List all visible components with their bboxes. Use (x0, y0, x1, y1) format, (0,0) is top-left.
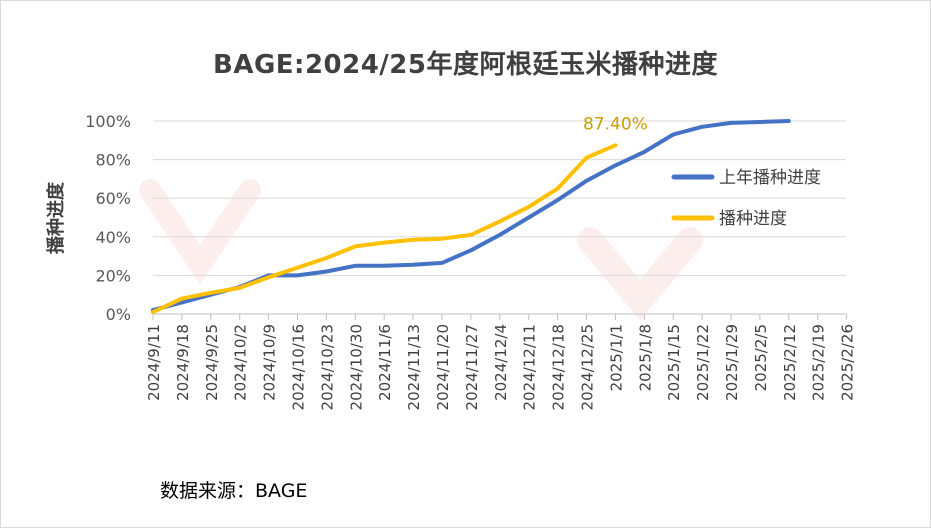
data-point-2 (440, 237, 444, 241)
data-point-2 (324, 256, 328, 260)
data-point-1 (469, 248, 473, 252)
data-point-2 (527, 205, 531, 209)
data-point-2 (382, 241, 386, 245)
y-tick-label: 0% (106, 305, 131, 324)
y-tick-label: 60% (95, 189, 131, 208)
watermark-mark (139, 179, 261, 285)
data-point-1 (411, 263, 415, 267)
data-point-1 (556, 198, 560, 202)
data-point-2 (498, 219, 502, 223)
data-point-2 (238, 286, 242, 290)
y-tick-label: 40% (95, 228, 131, 247)
data-point-2 (353, 244, 357, 248)
data-point-2 (613, 143, 617, 147)
data-point-1 (324, 270, 328, 273)
data-point-2 (469, 233, 473, 237)
y-tick-label: 100% (85, 112, 131, 131)
data-point-1 (700, 125, 704, 129)
y-tick-label: 20% (95, 266, 131, 285)
data-point-1 (180, 300, 184, 304)
x-tick-label: 2024/10/2 (232, 324, 250, 401)
x-tick-label: 2025/1/15 (665, 324, 683, 401)
x-tick-label: 2024/10/30 (347, 324, 365, 410)
x-tick-label: 2024/10/9 (261, 324, 279, 401)
x-tick-label: 2025/1/22 (694, 324, 712, 401)
x-tick-label: 2025/2/26 (839, 324, 857, 401)
data-point-2 (585, 156, 588, 160)
x-tick-label: 2025/1/8 (636, 324, 654, 391)
x-tick-label: 2024/10/16 (290, 324, 308, 410)
legend-label-2: 播种进度 (719, 209, 787, 229)
y-tick-label: 80% (95, 151, 131, 170)
data-point-2 (267, 275, 271, 279)
data-point-1 (671, 133, 675, 136)
x-tick-label: 2025/1/1 (607, 324, 625, 391)
legend-label-1: 上年播种进度 (719, 168, 821, 188)
x-tick-label: 2024/11/6 (376, 324, 394, 401)
data-point-2 (556, 187, 560, 191)
data-point-1 (382, 264, 386, 268)
x-tick-label: 2024/12/4 (492, 324, 510, 401)
data-point-2 (180, 297, 184, 301)
data-point-1 (527, 216, 531, 219)
data-point-2 (209, 291, 213, 295)
data-label-last-value: 87.40% (583, 114, 648, 134)
data-point-1 (613, 163, 617, 167)
y-axis-label: 播种进度 (45, 181, 67, 254)
x-tick-label: 2024/9/18 (174, 324, 192, 401)
data-point-1 (296, 273, 299, 277)
x-tick-label: 2024/9/11 (145, 324, 163, 401)
x-tick-label: 2025/1/29 (723, 324, 741, 401)
x-tick-label: 2024/11/20 (434, 324, 452, 410)
data-point-1 (440, 261, 444, 265)
data-point-1 (729, 121, 733, 125)
data-point-1 (787, 119, 791, 123)
x-tick-label: 2024/12/18 (550, 324, 568, 410)
x-tick-label: 2024/9/25 (203, 324, 221, 401)
x-tick-label: 2024/12/11 (521, 324, 539, 410)
data-point-2 (151, 310, 155, 314)
data-point-1 (498, 233, 502, 237)
chart-title: BAGE:2024/25年度阿根廷玉米播种进度 (213, 50, 718, 80)
data-point-1 (758, 120, 762, 124)
watermark-mark (577, 227, 703, 321)
data-point-1 (585, 179, 588, 183)
x-tick-label: 2025/2/5 (752, 324, 770, 391)
x-tick-label: 2024/11/13 (405, 324, 423, 410)
x-tick-label: 2025/2/19 (810, 324, 828, 401)
data-point-1 (353, 264, 357, 268)
x-tick-label: 2024/10/23 (318, 324, 336, 410)
data-source: 数据来源：BAGE (160, 480, 308, 502)
x-tick-label: 2024/12/25 (579, 324, 597, 410)
data-point-2 (411, 238, 415, 242)
x-tick-label: 2025/2/12 (781, 324, 799, 401)
x-tick-label: 2024/11/27 (463, 324, 481, 410)
data-point-2 (296, 266, 299, 270)
data-point-1 (642, 150, 646, 154)
